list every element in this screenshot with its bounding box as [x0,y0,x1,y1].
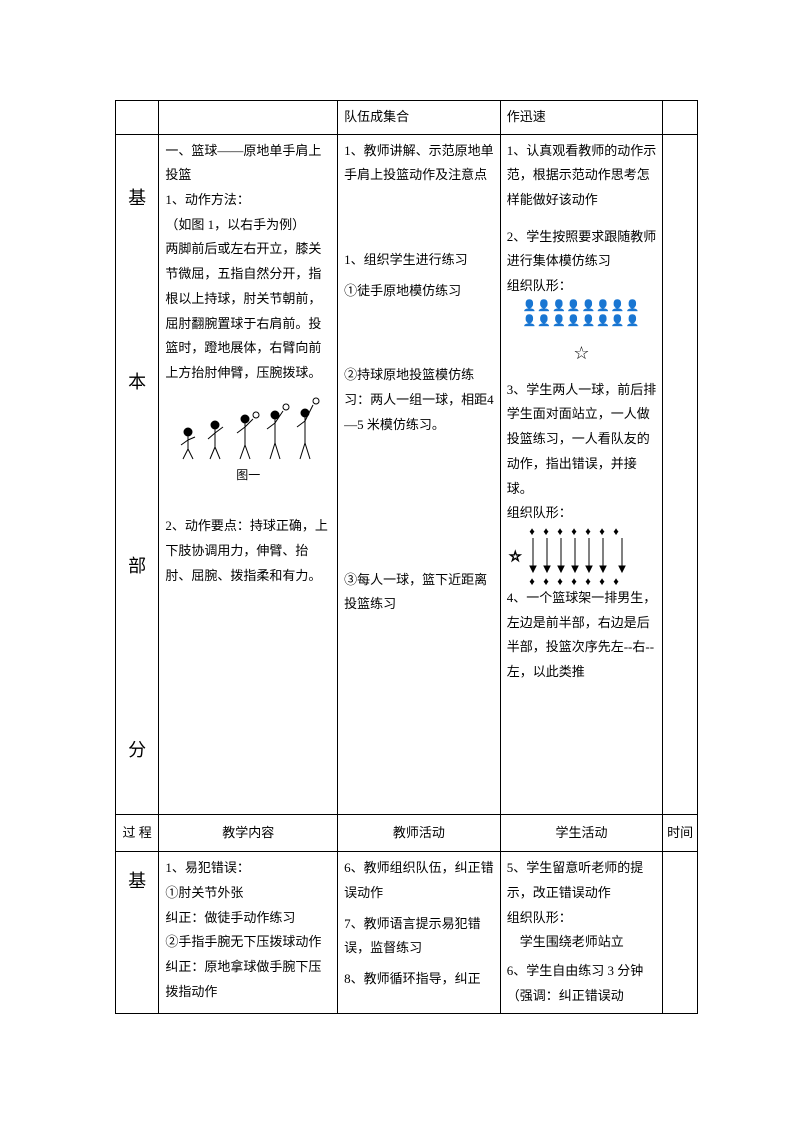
cell-empty [116,101,159,135]
table-row-ji: 基 1、易犯错误： ①肘关节外张 纠正：做徒手动作练习 ②手指手腕无下压拨球动作… [116,852,698,1013]
student-item: 1、认真观看教师的动作示范，根据示范动作思考怎样能做好该动作 [507,139,657,213]
header-teacher: 教师活动 [338,814,501,852]
svg-text:♦: ♦ [614,527,618,536]
label-char: 基 [128,864,146,898]
svg-text:♦: ♦ [600,577,604,586]
section-label: 基 本 部 分 [116,134,159,814]
content-item: 纠正：原地拿球做手腕下压拨指动作 [165,955,331,1004]
lesson-plan-table: 队伍成集合 作迅速 基 本 部 分 一、篮球——原地单手肩上投篮 1、动作方法：… [115,100,698,1014]
svg-text:♦: ♦ [572,577,576,586]
org-label: 组织队形： [507,274,657,299]
cell-student: 1、认真观看教师的动作示范，根据示范动作思考怎样能做好该动作 2、学生按照要求跟… [500,134,663,814]
cell-content: 一、篮球——原地单手肩上投篮 1、动作方法： （如图 1，以右手为例） 两脚前后… [159,134,338,814]
label-char: 分 [128,733,146,767]
formation-icon: 👤👤👤👤👤👤👤👤 [507,314,657,329]
content-title: 1、易犯错误： [165,856,331,881]
label-char: 部 [128,549,146,583]
org-desc: 学生围绕老师站立 [507,930,657,955]
label-char: 本 [128,365,146,399]
content-desc: 两脚前后或左右开立，膝关节微屈，五指自然分开，指根以上持球，肘关节朝前，屈肘翻腕… [165,237,331,385]
org-label: 组织队形： [507,501,657,526]
svg-text:☆: ☆ [509,550,522,565]
table-header-row: 过 程 教学内容 教师活动 学生活动 时间 [116,814,698,852]
teacher-item: 7、教师语言提示易犯错误，监督练习 [344,912,494,961]
header-time: 时间 [663,814,698,852]
svg-text:♦: ♦ [544,577,548,586]
content-sub1: 1、动作方法： [165,188,331,213]
student-item: 3、学生两人一球，前后排学生面对面站立，一人做投篮练习，一人看队友的动作，指出错… [507,378,657,501]
figure-caption: 图一 [165,464,331,487]
teacher-item: 1、教师讲解、示范原地单手肩上投篮动作及注意点 [344,139,494,188]
formation-icon: 👤👤👤👤👤👤👤👤 [507,299,657,314]
cell-time [663,101,698,135]
star-icon: ☆ [507,336,657,370]
figure-diagram [165,392,331,462]
content-item: 纠正：做徒手动作练习 [165,906,331,931]
cell-content: 1、易犯错误： ①肘关节外张 纠正：做徒手动作练习 ②手指手腕无下压拨球动作 纠… [159,852,338,1013]
header-content: 教学内容 [159,814,338,852]
table-row-main: 基 本 部 分 一、篮球——原地单手肩上投篮 1、动作方法： （如图 1，以右手… [116,134,698,814]
cell-empty [159,101,338,135]
svg-text:♦: ♦ [530,577,534,586]
cell-teacher: 队伍成集合 [338,101,501,135]
cell-student: 5、学生留意听老师的提示，改正错误动作 组织队形： 学生围绕老师站立 6、学生自… [500,852,663,1013]
teacher-item: ①徒手原地模仿练习 [344,279,494,304]
content-item: ②手指手腕无下压拨球动作 [165,930,331,955]
teacher-item: ③每人一球，篮下近距离投篮练习 [344,568,494,617]
svg-text:♦: ♦ [558,527,562,536]
cell-time [663,134,698,814]
student-item: 4、一个篮球架一排男生，左边是前半部，右边是后半部，投篮次序先左--右--左，以… [507,586,657,685]
formation-arrow-icon: ♦ ♦ ♦ ♦ ♦ ♦ ♦ ☆ ♦ ♦ ♦ ♦ ♦ ♦ ♦ [507,526,657,586]
content-sub1note: （如图 1，以右手为例） [165,213,331,238]
student-item: 2、学生按照要求跟随教师进行集体模仿练习 [507,225,657,274]
student-item: 6、学生自由练习 3 分钟（强调：纠正错误动 [507,959,657,1008]
svg-text:♦: ♦ [614,577,618,586]
section-label: 基 [116,852,159,1013]
teacher-item: 8、教师循环指导，纠正 [344,967,494,992]
content-sub2: 2、动作要点：持球正确，上下肢协调用力，伸臂、抬肘、屈腕、拨指柔和有力。 [165,514,331,588]
svg-text:♦: ♦ [600,527,604,536]
svg-text:♦: ♦ [558,577,562,586]
cell-teacher: 1、教师讲解、示范原地单手肩上投篮动作及注意点 1、组织学生进行练习 ①徒手原地… [338,134,501,814]
cell-teacher: 6、教师组织队伍，纠正错误动作 7、教师语言提示易犯错误，监督练习 8、教师循环… [338,852,501,1013]
svg-text:♦: ♦ [586,577,590,586]
student-item: 5、学生留意听老师的提示，改正错误动作 [507,856,657,905]
teacher-item: 1、组织学生进行练习 [344,248,494,273]
header-student: 学生活动 [500,814,663,852]
label-char: 基 [128,181,146,215]
cell-student: 作迅速 [500,101,663,135]
svg-text:♦: ♦ [544,527,548,536]
svg-text:♦: ♦ [586,527,590,536]
cell-time [663,852,698,1013]
teacher-item: 6、教师组织队伍，纠正错误动作 [344,856,494,905]
org-label: 组织队形： [507,906,657,931]
header-process: 过 程 [116,814,159,852]
content-item: ①肘关节外张 [165,881,331,906]
table-row: 队伍成集合 作迅速 [116,101,698,135]
svg-text:♦: ♦ [530,527,534,536]
content-title: 一、篮球——原地单手肩上投篮 [165,139,331,188]
teacher-item: ②持球原地投篮模仿练习：两人一组一球，相距4—5 米模仿练习。 [344,363,494,437]
svg-text:♦: ♦ [572,527,576,536]
